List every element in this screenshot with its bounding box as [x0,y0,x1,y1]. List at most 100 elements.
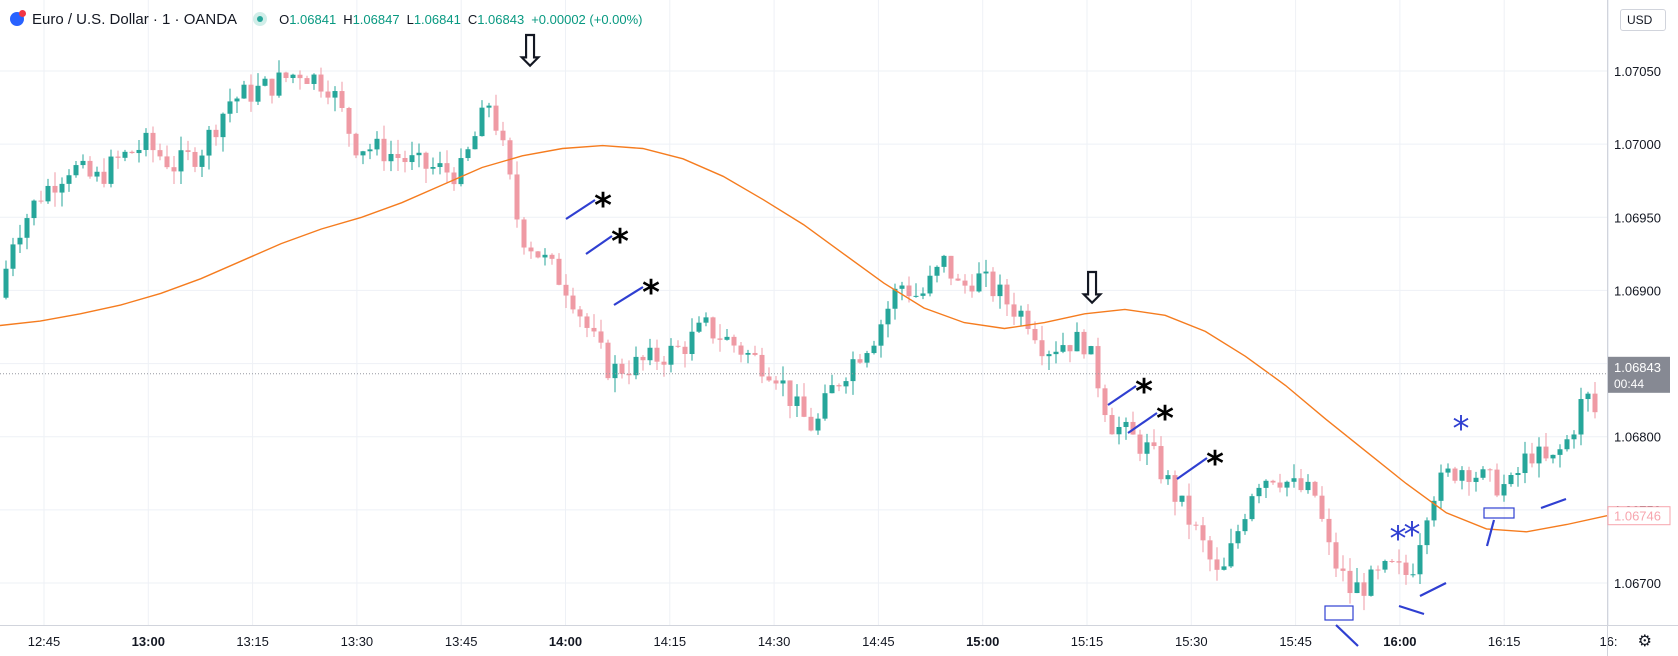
candle-body [899,285,905,289]
candle-body [171,167,177,172]
candle-body [143,132,149,150]
candle-body [150,132,156,151]
candle-body [1403,562,1409,575]
candle-body [962,280,968,286]
candle-body [1452,468,1458,481]
star-annotation: * [1156,399,1174,439]
candle-body [1151,442,1157,447]
candle-body [1473,477,1479,482]
candle-body [1081,331,1087,355]
x-tick-label: 14:00 [549,634,582,649]
candle-body [1158,446,1164,480]
candle-body [920,293,926,296]
candle-body [1347,570,1353,594]
candle-body [1326,518,1332,543]
candle-body [689,331,695,354]
candle-body [1263,480,1269,488]
candle-body [381,138,387,162]
candle-body [668,345,674,365]
candle-body [339,91,345,109]
candle-body [633,356,639,376]
candle-body [1060,345,1066,352]
candle-body [276,72,282,96]
candle-body [87,160,93,177]
x-tick-label: 14:45 [862,634,895,649]
candle-body [1242,519,1248,532]
candle-body [822,393,828,419]
y-tick-label: 1.06900 [1614,283,1661,298]
candle-body [794,396,800,406]
candle-body [1032,328,1038,341]
candle-body [1179,495,1185,502]
down-arrow-annotation: ⇩ [1074,263,1111,314]
trend-line-annotation [1335,624,1359,647]
candle-body [367,149,373,152]
last-price-value: 1.06843 [1614,360,1661,375]
candle-body [1375,569,1381,571]
candle-body [1186,495,1192,525]
candle-body [570,295,576,310]
candle-body [857,359,863,363]
candle-body [1494,469,1500,496]
trend-line-annotation [1398,604,1425,616]
candle-body [479,107,485,137]
candle-body [941,255,947,267]
candle-body [1417,545,1423,575]
candle-body [906,285,912,297]
candle-body [717,338,723,340]
x-tick-label: 13:00 [132,634,165,649]
candle-body [1221,566,1227,570]
candle-body [402,157,408,163]
candle-body [745,352,751,355]
candle-body [976,273,982,292]
x-tick-label: 14:15 [654,634,687,649]
candle-body [108,156,114,184]
market-status-icon[interactable] [253,12,268,26]
candle-body [353,133,359,156]
candle-body [1018,310,1024,317]
candle-body [731,336,737,346]
candle-body [486,105,492,108]
candle-body [1228,543,1234,567]
candle-body [703,317,709,323]
candle-body [605,342,611,379]
candle-body [1592,393,1598,413]
candle-body [1291,478,1297,482]
currency-select[interactable]: USD [1620,9,1666,31]
gear-icon[interactable]: ⚙ [1637,633,1652,650]
candle-body [73,165,79,176]
candle-body [1067,345,1073,352]
x-tick-label: 16:00 [1383,634,1416,649]
candle-body [255,85,261,102]
star-annotation: * [611,222,629,262]
candle-body [1172,475,1178,502]
candle-body [101,171,107,184]
y-tick-label: 1.06700 [1614,576,1661,591]
candle-body [185,150,191,152]
candle-body [115,156,121,158]
candle-body [346,108,352,134]
candle-countdown: 00:44 [1614,377,1644,391]
candle-body [626,373,632,376]
candle-body [409,155,415,163]
trend-line-annotation [585,235,613,255]
candle-body [458,158,464,185]
candle-body [1459,470,1465,481]
low-label: L [406,11,414,27]
candle-body [430,167,436,169]
candle-body [738,345,744,355]
candle-body [1431,500,1437,521]
candle-body [696,322,702,332]
candle-body [1319,495,1325,519]
symbol-title[interactable]: Euro / U.S. Dollar · 1 · OANDA [32,10,238,28]
candle-body [1424,520,1430,546]
x-tick-label: 13:45 [445,634,478,649]
candle-body [969,285,975,292]
last-price-tag [1608,356,1670,393]
candle-body [374,138,380,150]
candle-body [1200,525,1206,541]
trend-line-annotation [1127,412,1158,434]
trend-line-annotation [1176,457,1208,480]
candle-body [1207,540,1213,560]
